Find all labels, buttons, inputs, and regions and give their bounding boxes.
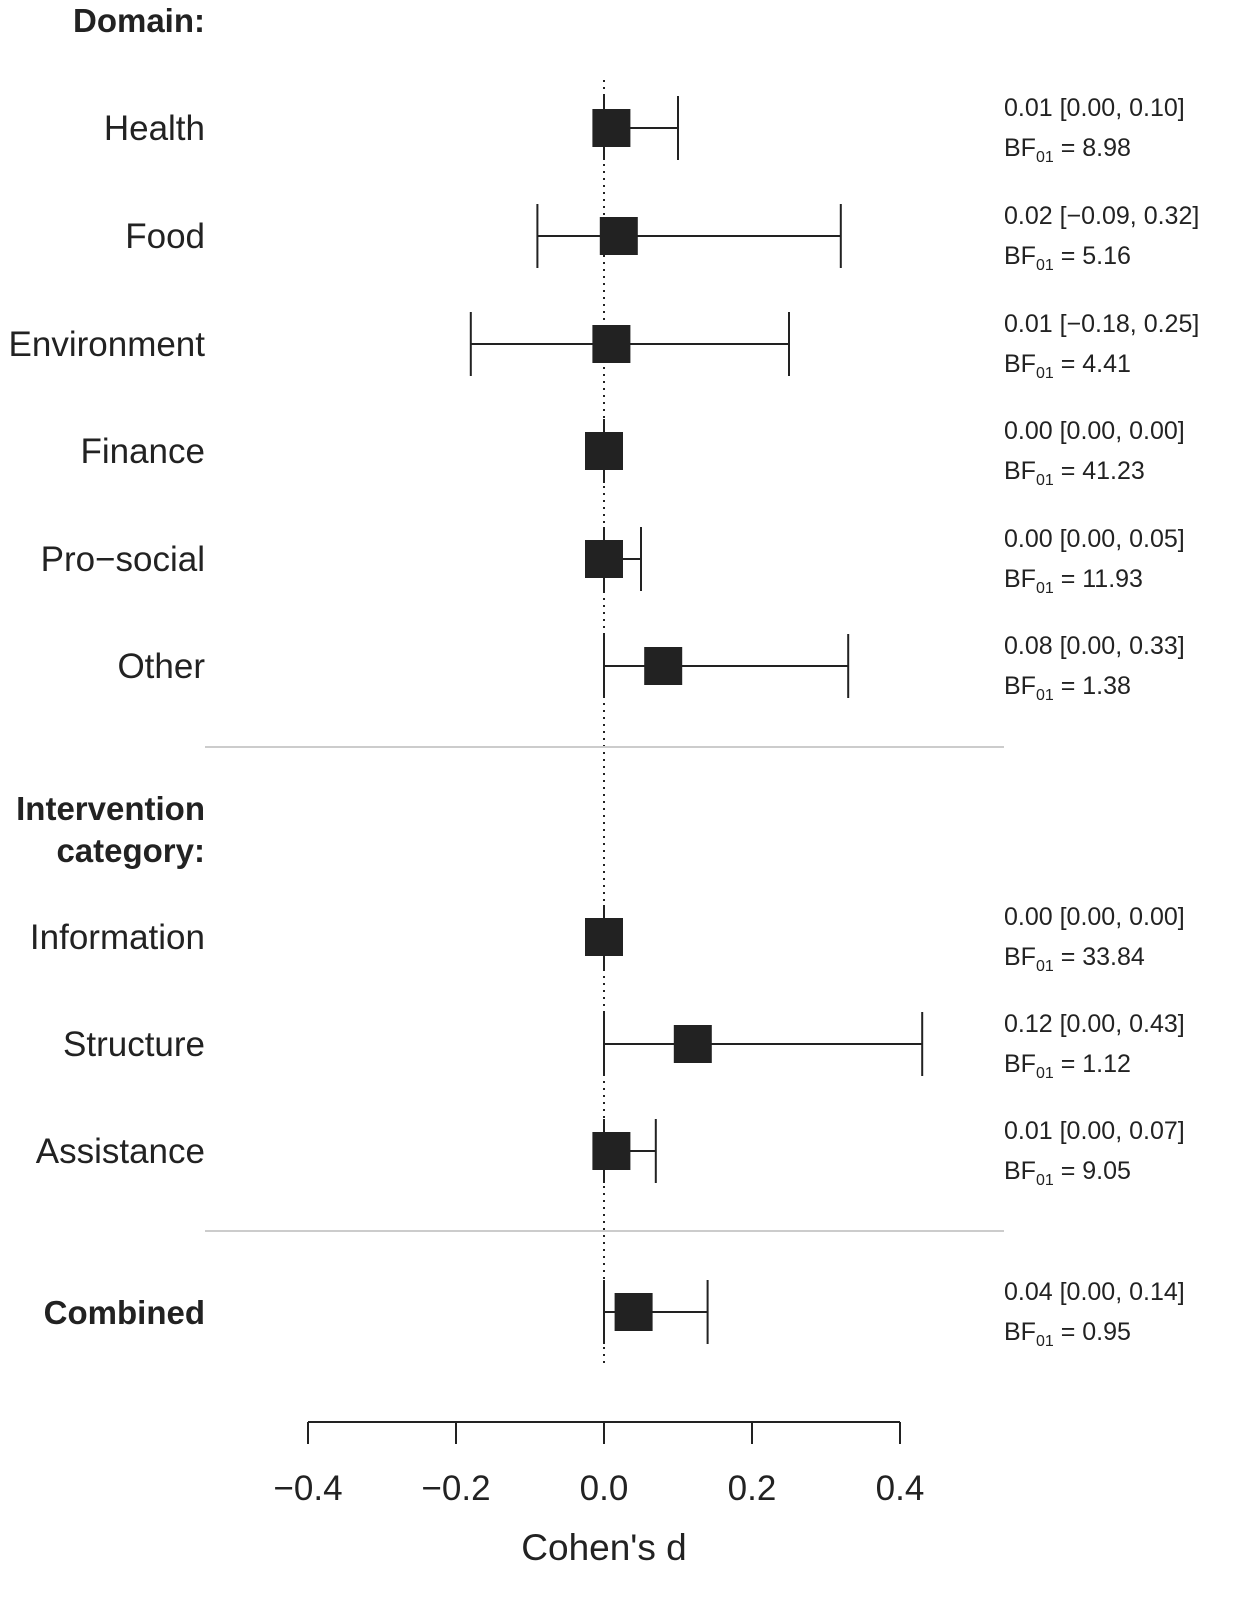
point-estimate-information bbox=[585, 918, 623, 956]
estimate-text-structure: 0.12 [0.00, 0.43] bbox=[1004, 1010, 1185, 1038]
bayes-factor-finance: BF01 = 41.23 bbox=[1004, 457, 1145, 489]
bayes-factor-food: BF01 = 5.16 bbox=[1004, 242, 1131, 274]
bayes-factor-other: BF01 = 1.38 bbox=[1004, 672, 1131, 704]
x-tick-label: 0.0 bbox=[580, 1469, 629, 1508]
row-label-pro-social: Pro−social bbox=[41, 540, 205, 579]
point-estimate-health bbox=[592, 109, 631, 147]
row-label-assistance: Assistance bbox=[36, 1132, 205, 1171]
section-title-domain: Domain: bbox=[73, 2, 205, 39]
point-estimate-environment bbox=[592, 325, 631, 363]
bayes-factor-combined: BF01 = 0.95 bbox=[1004, 1318, 1131, 1350]
row-label-finance: Finance bbox=[80, 432, 205, 471]
x-tick-label: 0.4 bbox=[876, 1469, 925, 1508]
estimate-text-assistance: 0.01 [0.00, 0.07] bbox=[1004, 1117, 1185, 1145]
estimate-text-pro-social: 0.00 [0.00, 0.05] bbox=[1004, 525, 1185, 553]
point-estimate-other bbox=[644, 647, 683, 685]
bayes-factor-health: BF01 = 8.98 bbox=[1004, 134, 1131, 166]
point-estimate-finance bbox=[585, 432, 623, 470]
row-label-food: Food bbox=[125, 217, 205, 256]
estimate-text-food: 0.02 [−0.09, 0.32] bbox=[1004, 202, 1199, 230]
estimate-text-other: 0.08 [0.00, 0.33] bbox=[1004, 632, 1185, 660]
row-label-environment: Environment bbox=[9, 325, 206, 364]
x-tick-label: −0.4 bbox=[273, 1469, 342, 1508]
point-estimate-assistance bbox=[592, 1132, 631, 1170]
bayes-factor-environment: BF01 = 4.41 bbox=[1004, 350, 1131, 382]
row-label-health: Health bbox=[104, 109, 205, 148]
estimate-text-health: 0.01 [0.00, 0.10] bbox=[1004, 94, 1185, 122]
point-estimate-food bbox=[599, 217, 638, 255]
x-tick-label: 0.2 bbox=[728, 1469, 777, 1508]
row-label-combined: Combined bbox=[44, 1294, 205, 1331]
x-tick-label: −0.2 bbox=[421, 1469, 490, 1508]
row-label-other: Other bbox=[117, 647, 205, 686]
estimate-text-finance: 0.00 [0.00, 0.00] bbox=[1004, 417, 1185, 445]
estimate-text-environment: 0.01 [−0.18, 0.25] bbox=[1004, 310, 1199, 338]
estimate-text-combined: 0.04 [0.00, 0.14] bbox=[1004, 1278, 1185, 1306]
bayes-factor-information: BF01 = 33.84 bbox=[1004, 943, 1145, 975]
x-axis: −0.4 −0.2 0.0 0.2 0.4 Cohen's d bbox=[273, 1421, 925, 1568]
estimate-text-information: 0.00 [0.00, 0.00] bbox=[1004, 903, 1185, 931]
bayes-factor-assistance: BF01 = 9.05 bbox=[1004, 1157, 1131, 1189]
point-estimate-pro-social bbox=[585, 540, 623, 578]
x-axis-title: Cohen's d bbox=[521, 1527, 686, 1568]
point-estimate-combined bbox=[614, 1293, 653, 1331]
point-estimate-structure bbox=[673, 1025, 712, 1063]
bayes-factor-pro-social: BF01 = 11.93 bbox=[1004, 565, 1143, 597]
row-label-structure: Structure bbox=[63, 1025, 205, 1064]
section-title-intervention-category: Intervention category: bbox=[16, 790, 205, 869]
bayes-factor-structure: BF01 = 1.12 bbox=[1004, 1050, 1131, 1082]
row-label-information: Information bbox=[30, 918, 205, 957]
